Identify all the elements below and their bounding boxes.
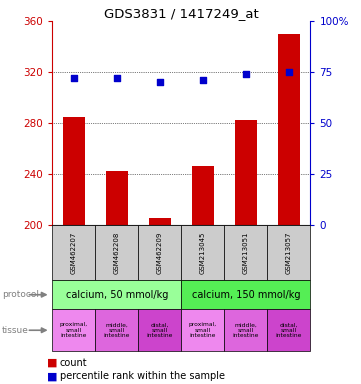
Text: middle,
small
intestine: middle, small intestine xyxy=(233,322,259,338)
Text: calcium, 150 mmol/kg: calcium, 150 mmol/kg xyxy=(192,290,300,300)
Bar xyxy=(138,225,181,280)
Bar xyxy=(192,166,214,225)
Text: tissue: tissue xyxy=(2,326,29,335)
Point xyxy=(200,77,206,83)
Point xyxy=(243,71,249,77)
Bar xyxy=(52,309,95,351)
Bar xyxy=(268,225,310,280)
Bar xyxy=(225,309,268,351)
Point xyxy=(157,79,163,85)
Text: count: count xyxy=(60,358,87,368)
Bar xyxy=(95,225,138,280)
Bar xyxy=(52,225,95,280)
Text: proximal,
small
intestine: proximal, small intestine xyxy=(60,322,88,338)
Text: distal,
small
intestine: distal, small intestine xyxy=(147,322,173,338)
Text: ■: ■ xyxy=(47,371,57,381)
Bar xyxy=(225,225,268,280)
Bar xyxy=(95,309,138,351)
Text: GSM462208: GSM462208 xyxy=(114,231,120,274)
Bar xyxy=(181,225,225,280)
Point xyxy=(286,69,292,75)
Title: GDS3831 / 1417249_at: GDS3831 / 1417249_at xyxy=(104,7,259,20)
Text: GSM213045: GSM213045 xyxy=(200,231,206,274)
Text: calcium, 50 mmol/kg: calcium, 50 mmol/kg xyxy=(66,290,168,300)
Bar xyxy=(138,309,181,351)
Bar xyxy=(181,309,225,351)
Text: GSM462209: GSM462209 xyxy=(157,231,163,274)
Bar xyxy=(106,171,128,225)
Text: protocol: protocol xyxy=(2,290,39,299)
Bar xyxy=(149,218,171,225)
Text: middle,
small
intestine: middle, small intestine xyxy=(104,322,130,338)
Bar xyxy=(63,116,84,225)
Bar xyxy=(235,120,257,225)
Bar xyxy=(52,280,182,309)
Point xyxy=(71,75,77,81)
Text: percentile rank within the sample: percentile rank within the sample xyxy=(60,371,225,381)
Bar xyxy=(278,34,300,225)
Text: GSM462207: GSM462207 xyxy=(71,231,77,274)
Point xyxy=(114,75,120,81)
Bar xyxy=(181,280,310,309)
Text: proximal,
small
intestine: proximal, small intestine xyxy=(189,322,217,338)
Text: ■: ■ xyxy=(47,358,57,368)
Text: GSM213057: GSM213057 xyxy=(286,231,292,274)
Bar xyxy=(268,309,310,351)
Text: distal,
small
intestine: distal, small intestine xyxy=(276,322,302,338)
Text: GSM213051: GSM213051 xyxy=(243,231,249,274)
